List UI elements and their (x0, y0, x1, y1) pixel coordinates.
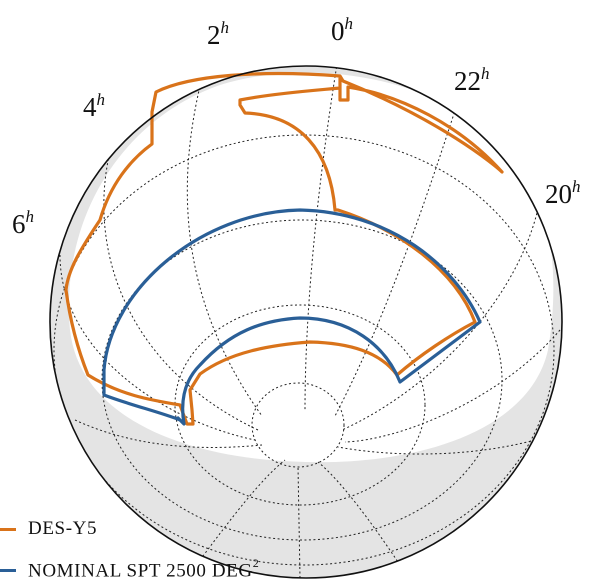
coordinate-grid (50, 66, 562, 578)
ra-label-0h: 0h (331, 14, 353, 46)
meridian-line (341, 199, 541, 431)
legend-label-des: DES-Y5 (28, 518, 98, 539)
legend-swatch-spt (0, 568, 16, 572)
sphere-outline (49, 65, 563, 579)
meridian-line (317, 461, 401, 566)
meridian-line (297, 465, 301, 578)
ra-label-4h: 4h (83, 90, 105, 122)
shaded-limb-region (50, 66, 562, 578)
ra-label-20h: 20h (545, 177, 581, 209)
spt-2500-footprint (102, 208, 482, 426)
legend-entry-des: DES-Y5 (0, 518, 97, 540)
meridian-line (74, 419, 263, 448)
meridian-line (334, 94, 461, 417)
meridian-line (337, 439, 536, 455)
ra-label-2h: 2h (207, 18, 229, 50)
declination-circle (101, 219, 503, 541)
legend-label-spt: NOMINAL SPT 2500 DEG2 (28, 556, 260, 582)
meridian-line (344, 329, 561, 443)
meridian-line (199, 459, 286, 561)
meridian-line (304, 66, 339, 411)
declination-circle (174, 304, 426, 506)
legend-swatch-des (0, 527, 16, 531)
des-y5-footprint (64, 71, 504, 426)
legend-entry-spt: NOMINAL SPT 2500 DEG2 (0, 556, 260, 582)
declination-circle (53, 134, 555, 566)
ra-label-22h: 22h (454, 64, 490, 96)
ra-label-6h: 6h (12, 207, 34, 239)
declination-circle (251, 382, 345, 468)
